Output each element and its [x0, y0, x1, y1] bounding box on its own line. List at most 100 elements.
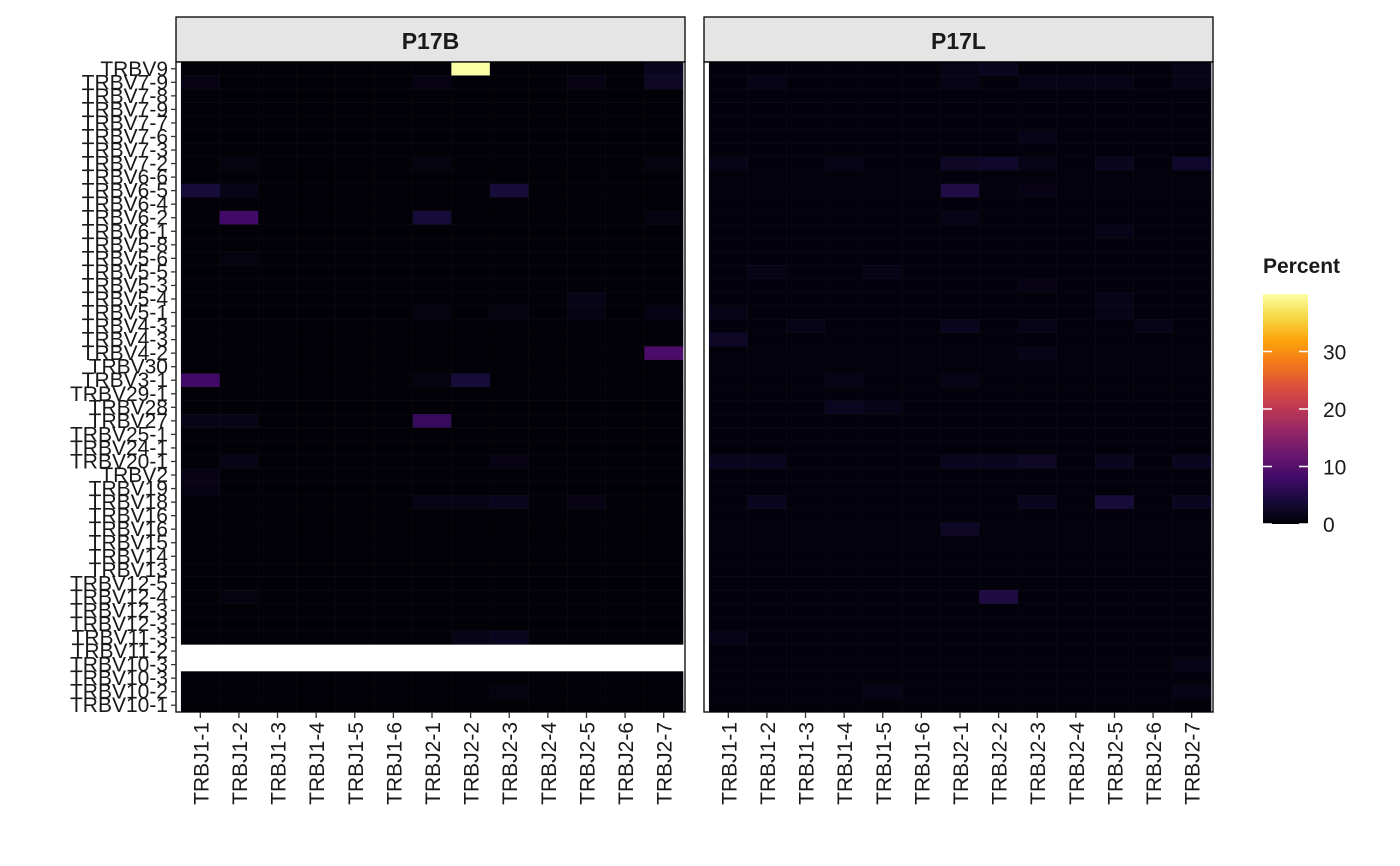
heatmap-cell	[786, 617, 826, 632]
heatmap-cell	[901, 657, 942, 672]
heatmap-cell	[824, 292, 864, 307]
heatmap-cell	[901, 359, 942, 374]
heatmap-cell	[566, 440, 607, 456]
heatmap-cell	[528, 373, 568, 388]
heatmap-cell	[863, 386, 903, 402]
heatmap-cell	[412, 292, 452, 307]
heatmap-cell	[644, 386, 684, 402]
heatmap-cell	[528, 413, 568, 429]
heatmap-cell	[644, 346, 684, 361]
heatmap-cell	[412, 251, 452, 266]
heatmap-cell	[824, 576, 864, 591]
heatmap-cell	[566, 630, 607, 645]
legend: Percent 0 10 20 30	[1263, 255, 1346, 537]
heatmap-cell	[451, 115, 491, 131]
heatmap-cell	[412, 386, 452, 402]
heatmap-cell	[605, 630, 645, 645]
x-tick-label: TRBJ2-3	[1027, 722, 1050, 805]
heatmap-cell	[979, 495, 1019, 510]
legend-tick-label: 0	[1323, 514, 1335, 537]
heatmap-cell	[373, 684, 414, 699]
heatmap-cell	[1172, 495, 1212, 510]
heatmap-cell	[489, 88, 530, 104]
heatmap-cell	[863, 237, 903, 253]
heatmap-cell	[451, 684, 491, 699]
heatmap-cell	[940, 115, 980, 131]
heatmap-cell	[708, 684, 749, 699]
heatmap-cell	[373, 61, 414, 77]
heatmap-cell	[940, 278, 980, 293]
heatmap-cell	[940, 346, 980, 361]
heatmap-cell	[489, 359, 530, 374]
heatmap-cell	[180, 576, 221, 591]
heatmap-cell	[1172, 237, 1212, 253]
heatmap-cell	[644, 481, 684, 496]
heatmap-cell	[566, 698, 607, 713]
heatmap-cell	[863, 481, 903, 496]
heatmap-cell	[489, 603, 530, 618]
heatmap-cell	[1094, 305, 1135, 320]
heatmap-cell	[863, 75, 903, 90]
heatmap-cell	[940, 197, 980, 212]
heatmap-cell	[296, 143, 336, 158]
heatmap-cell	[940, 630, 980, 645]
heatmap-cell	[824, 170, 864, 185]
heatmap-cell	[412, 576, 452, 591]
heatmap-cell	[644, 264, 684, 280]
heatmap-cell	[863, 346, 903, 361]
y-tick-label: TRBV6-1	[82, 220, 168, 243]
heatmap-cell	[219, 684, 259, 699]
heatmap-cell	[747, 535, 787, 551]
y-tick-label: TRBV24-1	[70, 437, 168, 460]
heatmap-cell	[489, 481, 530, 496]
heatmap-cell	[258, 210, 298, 226]
heatmap-cell	[747, 427, 787, 442]
heatmap-cell	[335, 88, 375, 104]
heatmap-cell	[451, 522, 491, 537]
heatmap-cell	[566, 305, 607, 320]
heatmap-cell	[451, 183, 491, 198]
heatmap-cell	[940, 332, 980, 347]
heatmap-cell	[335, 495, 375, 510]
heatmap-cell	[1017, 251, 1058, 266]
heatmap-cell	[863, 305, 903, 320]
heatmap-cell	[940, 75, 980, 90]
heatmap-cell	[528, 589, 568, 605]
heatmap-cell	[219, 88, 259, 104]
heatmap-cells	[180, 61, 684, 713]
heatmap-cell	[708, 115, 749, 131]
heatmap-cell	[489, 156, 530, 171]
heatmap-cell	[708, 427, 749, 442]
heatmap-cell	[824, 549, 864, 564]
heatmap-cell	[786, 603, 826, 618]
heatmap-cell	[824, 237, 864, 253]
heatmap-cell	[747, 657, 787, 672]
heatmap-cell	[296, 319, 336, 334]
heatmap-cell	[566, 549, 607, 564]
heatmap-cell	[786, 88, 826, 104]
heatmap-cell	[901, 576, 942, 591]
heatmap-cell	[940, 522, 980, 537]
heatmap-cell	[219, 332, 259, 347]
heatmap-cell	[1056, 454, 1096, 469]
heatmap-cell	[335, 115, 375, 131]
heatmap-cell	[335, 454, 375, 469]
heatmap-cell	[824, 589, 864, 605]
heatmap-cell	[605, 129, 645, 144]
heatmap-cell	[1017, 224, 1058, 239]
y-tick-label: TRBV12-4	[70, 586, 168, 609]
heatmap-cell	[863, 210, 903, 226]
heatmap-cell	[786, 400, 826, 415]
heatmap-cell	[1172, 562, 1212, 578]
heatmap-cell	[901, 143, 942, 158]
heatmap-cell	[1172, 617, 1212, 632]
heatmap-cell	[412, 102, 452, 117]
heatmap-cell	[863, 454, 903, 469]
heatmap-cell	[824, 115, 864, 131]
heatmap-cell	[940, 698, 980, 713]
heatmap-cell	[373, 400, 414, 415]
heatmap-cell	[528, 305, 568, 320]
heatmap-cell	[451, 549, 491, 564]
heatmap-cell	[412, 603, 452, 618]
heatmap-cell	[528, 224, 568, 239]
